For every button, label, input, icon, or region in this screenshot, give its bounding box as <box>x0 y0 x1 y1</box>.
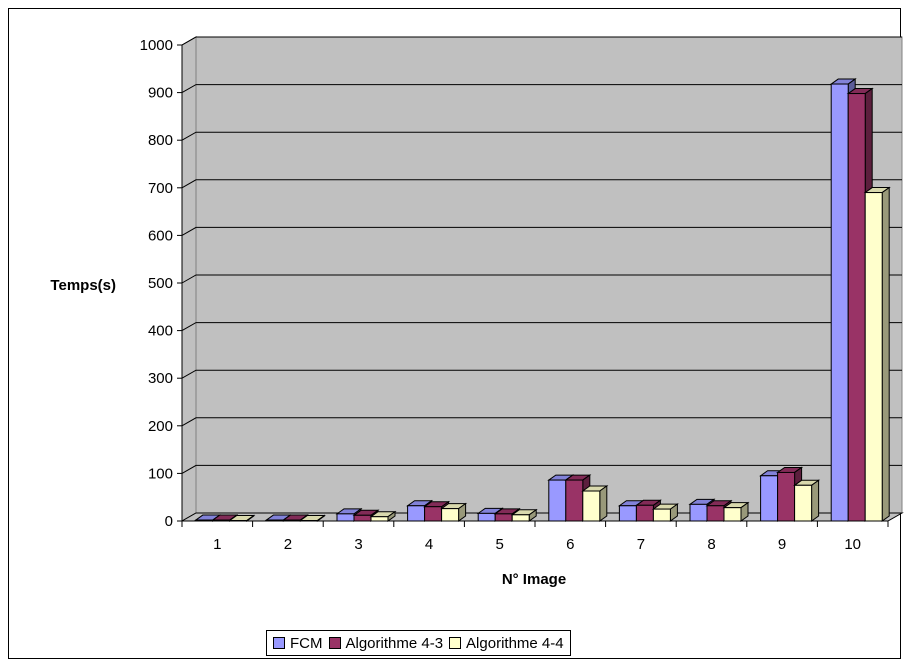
x-tick-label: 8 <box>707 536 715 553</box>
x-tick-label: 7 <box>637 536 645 553</box>
bar-front <box>548 479 567 522</box>
bar <box>863 186 891 522</box>
legend-item: FCM <box>273 635 323 652</box>
bar-front <box>370 516 389 522</box>
bar-front <box>477 512 496 522</box>
bar-front <box>353 514 372 522</box>
bar <box>440 502 468 522</box>
legend-item: Algorithme 4-4 <box>449 635 564 652</box>
legend-label: Algorithme 4-4 <box>466 634 564 652</box>
x-tick-label: 4 <box>425 536 433 553</box>
legend-item: Algorithme 4-3 <box>328 634 444 652</box>
gridline <box>181 417 902 427</box>
y-tick-label: 300 <box>148 370 173 387</box>
bar-front <box>336 513 355 522</box>
bar-front <box>652 508 671 522</box>
bar <box>369 510 397 522</box>
bar <box>651 503 679 522</box>
bar-side <box>811 479 820 522</box>
bar-side <box>881 186 890 522</box>
bar-front <box>407 505 426 522</box>
bar-front <box>864 192 883 522</box>
y-tick-label: 100 <box>148 465 173 482</box>
gridline <box>181 36 902 46</box>
x-axis: 1 2 3 4 5 6 7 8 9 10 <box>181 520 889 553</box>
bar-front <box>847 93 866 522</box>
y-tick-label: 500 <box>148 275 173 292</box>
bar-side <box>599 485 608 522</box>
gridline <box>181 274 902 284</box>
bar <box>793 479 821 522</box>
legend: FCM Algorithme 4-3 Algorithme 4-4 <box>266 630 571 656</box>
gridline <box>181 131 902 141</box>
x-tick-label: 9 <box>778 536 786 553</box>
bar-front <box>635 504 654 522</box>
bar-front <box>760 475 779 522</box>
y-tick-label: 900 <box>148 85 173 102</box>
bar <box>510 508 538 522</box>
legend-label: FCM <box>290 634 323 652</box>
bar-front <box>582 490 601 522</box>
y-tick-label: 800 <box>148 132 173 149</box>
bar <box>722 501 750 522</box>
x-axis-title: N° Image <box>502 571 566 588</box>
bar-front <box>777 471 796 522</box>
gridline <box>181 226 902 236</box>
gridline <box>181 464 902 474</box>
bar-front <box>830 83 849 522</box>
legend-label: Algorithme 4-3 <box>345 634 444 652</box>
bar-front <box>282 519 301 522</box>
legend-swatch <box>449 637 462 649</box>
bar-front <box>794 484 813 522</box>
bar-front <box>689 503 708 522</box>
bar-front <box>424 506 443 522</box>
bar-front <box>511 514 530 522</box>
bar-front <box>706 505 725 522</box>
y-tick-label: 400 <box>148 323 173 340</box>
y-tick-label: 700 <box>148 180 173 197</box>
x-tick-label: 1 <box>213 536 221 553</box>
bar <box>581 485 609 522</box>
bar-front <box>441 508 460 522</box>
bar-front <box>723 507 742 522</box>
y-axis-title: Temps(s) <box>50 277 116 294</box>
y-tick-label: 200 <box>148 418 173 435</box>
bar-front <box>195 519 214 522</box>
gridline <box>181 322 902 332</box>
x-tick-label: 5 <box>496 536 504 553</box>
gridline <box>181 84 902 94</box>
legend-swatch <box>328 637 341 649</box>
x-tick-label: 6 <box>566 536 574 553</box>
bar-front <box>565 479 584 522</box>
gridline <box>181 369 902 379</box>
gridlines <box>181 36 902 474</box>
x-tick-label: 2 <box>284 536 292 553</box>
bars <box>194 78 891 522</box>
y-tick-label: 600 <box>148 227 173 244</box>
x-tick-label: 10 <box>844 536 861 553</box>
y-tick-label: 1000 <box>140 37 173 54</box>
bar-front <box>212 519 231 522</box>
bar-front <box>618 505 637 522</box>
bar-front <box>265 519 284 522</box>
bar <box>228 514 256 522</box>
legend-swatch <box>273 637 285 649</box>
plot-walls <box>180 36 904 522</box>
bar <box>298 514 326 522</box>
bar-front <box>494 513 513 522</box>
x-tick-label: 3 <box>354 536 362 553</box>
y-axis: 0 100 200 300 400 500 600 700 800 900 1000 <box>140 37 183 530</box>
y-tick-label: 0 <box>165 513 173 530</box>
gridline <box>181 179 902 189</box>
